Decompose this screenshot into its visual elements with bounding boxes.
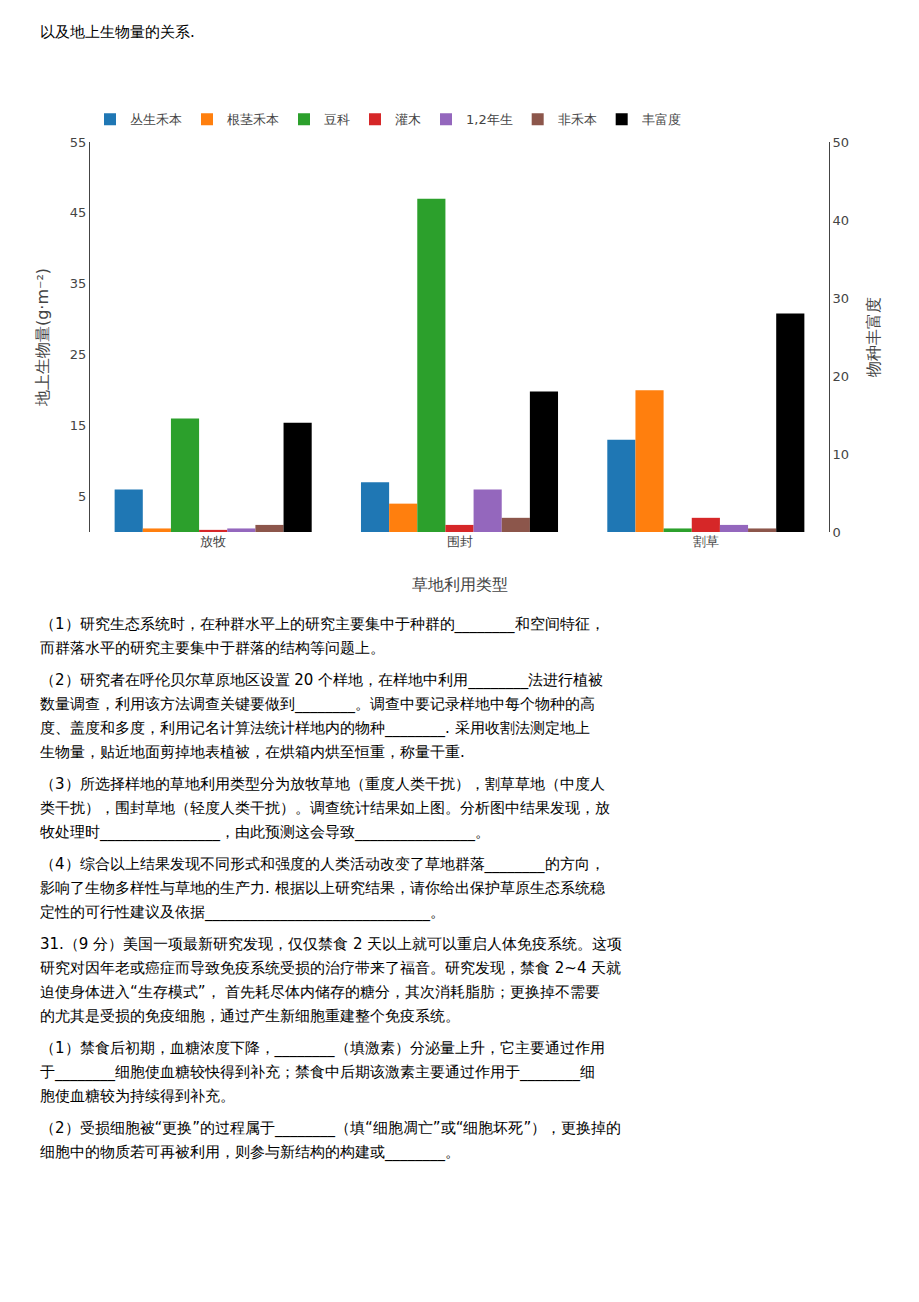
html-text:于________细胞使血糖较快得到补充；禁食中后期该激素主: 于________细胞使血糖较快得到补充；禁食中后期该激素主要通过作用于____… bbox=[40, 1063, 595, 1081]
svg-text:30: 30 bbox=[833, 291, 850, 306]
svg-text:围封: 围封 bbox=[447, 534, 473, 549]
svg-text:25: 25 bbox=[70, 347, 87, 362]
svg-text:豆科: 豆科 bbox=[324, 112, 350, 127]
html-text:生物量，贴近地面剪掉地表植被，在烘箱内烘至恒重，称量干重.: 生物量，贴近地面剪掉地表植被，在烘箱内烘至恒重，称量干重. bbox=[40, 743, 465, 761]
html-text:以及地上生物量的关系.: 以及地上生物量的关系. bbox=[40, 23, 195, 41]
svg-text:丰富度: 丰富度 bbox=[642, 112, 681, 127]
svg-text:0: 0 bbox=[833, 525, 841, 540]
html-text:细胞中的物质若可再被利用，则参与新结构的构建或_______: 细胞中的物质若可再被利用，则参与新结构的构建或________。 bbox=[40, 1143, 460, 1161]
svg-text:15: 15 bbox=[70, 418, 87, 433]
svg-text:5: 5 bbox=[78, 489, 86, 504]
html-text:数量调查，利用该方法调查关键要做到________。调查中要: 数量调查，利用该方法调查关键要做到________。调查中要记录样地中每个物种的… bbox=[40, 695, 595, 713]
html-text:牧处理时________________，由此预测这会导致_: 牧处理时________________，由此预测这会导致___________… bbox=[40, 823, 490, 841]
svg-text:根茎禾本: 根茎禾本 bbox=[227, 112, 279, 127]
html-text:而群落水平的研究主要集中于群落的结构等问题上。: 而群落水平的研究主要集中于群落的结构等问题上。 bbox=[40, 639, 385, 657]
html-text:31.（9 分）美国一项最新研究发现，仅仅禁食 2 天以上就: 31.（9 分）美国一项最新研究发现，仅仅禁食 2 天以上就可以重启人体免疫系统… bbox=[40, 935, 623, 953]
svg-text:丛生禾本: 丛生禾本 bbox=[130, 112, 182, 127]
html-text:（1）禁食后初期，血糖浓度下降，________（填激素）分: （1）禁食后初期，血糖浓度下降，________（填激素）分泌量上升，它主要通过… bbox=[40, 1039, 605, 1057]
html-text:（2）受损细胞被“更换”的过程属于________（填“细胞: （2）受损细胞被“更换”的过程属于________（填“细胞凋亡”或“细胞坏死”… bbox=[40, 1119, 622, 1137]
html-text:定性的可行性建议及依据___________________: 定性的可行性建议及依据_____________________________… bbox=[40, 903, 445, 921]
svg-text:10: 10 bbox=[833, 447, 850, 462]
svg-text:割草: 割草 bbox=[693, 534, 719, 549]
svg-text:非禾本: 非禾本 bbox=[558, 112, 597, 127]
html-text:影响了生物多样性与草地的生产力. 根据以上研究结果，请你给出: 影响了生物多样性与草地的生产力. 根据以上研究结果，请你给出保护草原生态系统稳 bbox=[40, 879, 605, 897]
svg-text:20: 20 bbox=[833, 369, 850, 384]
html-text:（2）研究者在呼伦贝尔草原地区设置 20 个样地，在样地中利: （2）研究者在呼伦贝尔草原地区设置 20 个样地，在样地中利用________法… bbox=[40, 671, 604, 689]
svg-text:草地利用类型: 草地利用类型 bbox=[412, 575, 508, 594]
html-text:胞使血糖较为持续得到补充。: 胞使血糖较为持续得到补充。 bbox=[40, 1087, 235, 1105]
html-text:（3）所选择样地的草地利用类型分为放牧草地（重度人类干扰），: （3）所选择样地的草地利用类型分为放牧草地（重度人类干扰），割草草地（中度人 bbox=[40, 775, 605, 793]
html-text:（1）研究生态系统时，在种群水平上的研究主要集中于种群的__: （1）研究生态系统时，在种群水平上的研究主要集中于种群的________和空间特… bbox=[40, 615, 605, 633]
html-text:类干扰），围封草地（轻度人类干扰）。调查统计结果如上图。分析: 类干扰），围封草地（轻度人类干扰）。调查统计结果如上图。分析图中结果发现，放 bbox=[40, 799, 610, 817]
html-text:迫使身体进入“生存模式”， 首先耗尽体内储存的糖分，其次消耗: 迫使身体进入“生存模式”， 首先耗尽体内储存的糖分，其次消耗脂肪；更换掉不需要 bbox=[40, 983, 601, 1001]
svg-text:物种丰富度: 物种丰富度 bbox=[864, 297, 883, 377]
html-text:的尤其是受损的免疫细胞，通过产生新细胞重建整个免疫系统。: 的尤其是受损的免疫细胞，通过产生新细胞重建整个免疫系统。 bbox=[40, 1007, 460, 1025]
svg-text:40: 40 bbox=[833, 213, 850, 228]
svg-text:1,2年生: 1,2年生 bbox=[466, 112, 513, 127]
svg-text:35: 35 bbox=[70, 276, 87, 291]
html-text:度、盖度和多度，利用记名计算法统计样地内的物种_______: 度、盖度和多度，利用记名计算法统计样地内的物种________. 采用收割法测定… bbox=[40, 719, 590, 737]
html-text:研究对因年老或癌症而导致免疫系统受损的治疗带来了福音。研究发: 研究对因年老或癌症而导致免疫系统受损的治疗带来了福音。研究发现，禁食 2~4 天… bbox=[40, 959, 622, 977]
svg-text:55: 55 bbox=[70, 135, 87, 150]
html-text:（4）综合以上结果发现不同形式和强度的人类活动改变了草地群落: （4）综合以上结果发现不同形式和强度的人类活动改变了草地群落________的方… bbox=[40, 855, 605, 873]
svg-text:灌木: 灌木 bbox=[395, 112, 421, 127]
svg-text:放牧: 放牧 bbox=[200, 534, 226, 549]
svg-text:50: 50 bbox=[833, 135, 850, 150]
svg-text:地上生物量(g·m⁻²): 地上生物量(g·m⁻²) bbox=[33, 268, 52, 407]
svg-text:45: 45 bbox=[70, 205, 87, 220]
